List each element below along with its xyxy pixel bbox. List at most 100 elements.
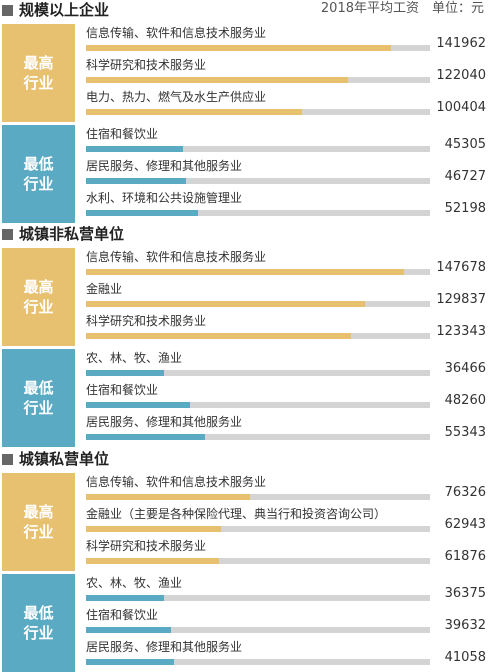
bar-track (86, 178, 430, 184)
bar (86, 301, 365, 307)
bar-label: 农、林、牧、渔业 (86, 576, 183, 590)
bar-label: 信息传输、软件和信息技术服务业 (86, 26, 267, 40)
bar (86, 434, 205, 440)
section-title-text: 城镇私营单位 (19, 450, 110, 468)
bar-row: 金融业 129837 (0, 280, 488, 312)
bar-track (86, 77, 430, 83)
bar-track (86, 526, 430, 532)
group-label: 最低行业 (23, 379, 54, 417)
bar (86, 526, 221, 532)
bar-value: 147678 (436, 260, 486, 275)
bar (86, 402, 190, 408)
bar-value: 123343 (436, 324, 486, 339)
bar-track (86, 301, 430, 307)
bar-value: 45305 (444, 137, 486, 152)
bar-track (86, 558, 430, 564)
bar (86, 333, 351, 339)
group-label-block: 最高行业 (2, 473, 75, 571)
bar-value: 55343 (444, 425, 486, 440)
section-title: 城镇非私营单位 (2, 224, 124, 244)
bar-track (86, 659, 430, 665)
bar-row: 农、林、牧、渔业 36375 (0, 574, 488, 606)
bar-label: 金融业（主要是各种保险代理、典当行和投资咨询公司） (86, 507, 387, 521)
bar-label: 科学研究和技术服务业 (86, 58, 207, 72)
bar-track (86, 333, 430, 339)
bar-value: 141962 (436, 36, 486, 51)
bar-row: 住宿和餐饮业 48260 (0, 381, 488, 413)
bar-track (86, 109, 430, 115)
bar-value: 129837 (436, 292, 486, 307)
group-label: 最低行业 (23, 155, 54, 193)
bar-value: 76326 (444, 485, 486, 500)
bar-track (86, 269, 430, 275)
bar-label: 居民服务、修理和其他服务业 (86, 159, 243, 173)
bar-label: 金融业 (86, 282, 123, 296)
bar-row: 电力、热力、燃气及水生产供应业 100404 (0, 88, 488, 120)
bar-label: 科学研究和技术服务业 (86, 314, 207, 328)
bar-row: 农、林、牧、渔业 36466 (0, 349, 488, 381)
bar-track (86, 45, 430, 51)
bar (86, 558, 219, 564)
bar-row: 信息传输、软件和信息技术服务业 147678 (0, 248, 488, 280)
bar-track (86, 494, 430, 500)
bar-row: 科学研究和技术服务业 61876 (0, 537, 488, 569)
bar (86, 595, 164, 601)
bar (86, 45, 391, 51)
bar-row: 信息传输、软件和信息技术服务业 76326 (0, 473, 488, 505)
group-label-block: 最低行业 (2, 125, 75, 223)
bar-label: 水利、环境和公共设施管理业 (86, 191, 243, 205)
unit-note: 2018年平均工资 单位：元 (320, 1, 484, 16)
group-label-block: 最低行业 (2, 349, 75, 447)
bar-track (86, 434, 430, 440)
bar (86, 77, 348, 83)
bar-track (86, 146, 430, 152)
bar-row: 居民服务、修理和其他服务业 41058 (0, 638, 488, 670)
bar-label: 信息传输、软件和信息技术服务业 (86, 475, 267, 489)
bar (86, 269, 404, 275)
section-title-text: 城镇非私营单位 (19, 225, 125, 243)
bar-track (86, 402, 430, 408)
group-label-block: 最高行业 (2, 248, 75, 346)
group-label-block: 最高行业 (2, 24, 75, 122)
bar-label: 居民服务、修理和其他服务业 (86, 640, 243, 654)
group-label: 最低行业 (23, 604, 54, 642)
bar-label: 农、林、牧、渔业 (86, 351, 183, 365)
section-title-text: 规模以上企业 (19, 1, 110, 19)
bar-label: 住宿和餐饮业 (86, 383, 159, 397)
bar-label: 居民服务、修理和其他服务业 (86, 415, 243, 429)
bar-row: 科学研究和技术服务业 123343 (0, 312, 488, 344)
section-title: 规模以上企业 (2, 0, 109, 20)
bar-value: 122040 (436, 68, 486, 83)
bar-row: 金融业（主要是各种保险代理、典当行和投资咨询公司） 62943 (0, 505, 488, 537)
bar-row: 住宿和餐饮业 45305 (0, 125, 488, 157)
bar (86, 109, 302, 115)
section-marker-icon (2, 453, 13, 465)
bar (86, 210, 198, 216)
group-label: 最高行业 (23, 54, 54, 92)
bar-label: 住宿和餐饮业 (86, 608, 159, 622)
bar-value: 36375 (444, 586, 486, 601)
bar (86, 659, 174, 665)
section-marker-icon (2, 228, 13, 240)
section-title: 城镇私营单位 (2, 449, 109, 469)
bar-label: 信息传输、软件和信息技术服务业 (86, 250, 267, 264)
bar-row: 水利、环境和公共设施管理业 52198 (0, 189, 488, 221)
bar-row: 居民服务、修理和其他服务业 55343 (0, 413, 488, 445)
group-label: 最高行业 (23, 503, 54, 541)
bar-value: 39632 (444, 618, 486, 633)
group-label-block: 最低行业 (2, 574, 75, 672)
bar-label: 科学研究和技术服务业 (86, 539, 207, 553)
bar (86, 178, 186, 184)
bar (86, 370, 164, 376)
bar-row: 居民服务、修理和其他服务业 46727 (0, 157, 488, 189)
bar-row: 信息传输、软件和信息技术服务业 141962 (0, 24, 488, 56)
bar-track (86, 595, 430, 601)
bar-value: 100404 (436, 100, 486, 115)
bar-value: 52198 (444, 201, 486, 216)
bar-track (86, 210, 430, 216)
bar (86, 494, 250, 500)
bar-value: 62943 (444, 517, 486, 532)
bar-track (86, 627, 430, 633)
bar-value: 46727 (444, 169, 486, 184)
bar-value: 61876 (444, 549, 486, 564)
